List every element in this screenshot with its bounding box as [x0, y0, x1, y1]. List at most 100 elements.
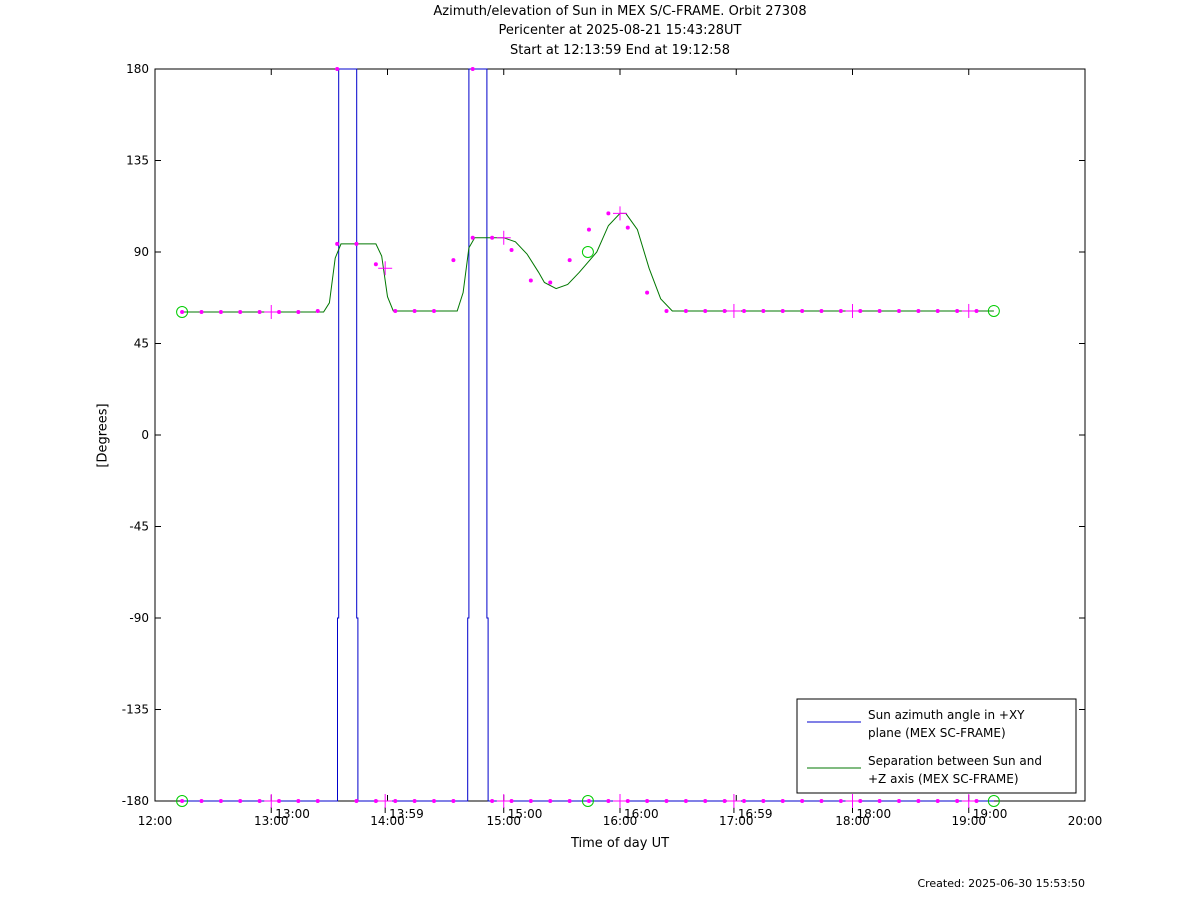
secondary-tick-label: 19:00 [973, 807, 1008, 821]
data-point-marker [722, 308, 727, 313]
data-point-marker [703, 308, 708, 313]
data-point-marker [877, 308, 882, 313]
circle-marker [987, 795, 1000, 807]
y-axis-label: [Degrees] [95, 403, 111, 468]
circle-marker [581, 795, 594, 807]
data-point-marker [645, 799, 650, 803]
secondary-tick-label: 18:00 [857, 807, 892, 821]
data-point-marker [742, 799, 747, 803]
legend-label: plane (MEX SC-FRAME) [868, 726, 1006, 740]
legend-box [796, 698, 1077, 794]
created-timestamp: Created: 2025-06-30 15:53:50 [917, 877, 1085, 890]
data-point-marker [490, 235, 495, 240]
data-point-marker [606, 799, 611, 803]
data-point-marker [373, 262, 378, 267]
data-point-marker [935, 799, 940, 803]
data-point-marker [218, 799, 223, 803]
data-point-marker [838, 308, 843, 313]
data-point-marker [354, 241, 359, 246]
data-point-marker [567, 799, 572, 803]
data-point-marker [432, 799, 436, 803]
data-point-marker [683, 799, 688, 803]
data-point-marker [761, 308, 766, 313]
secondary-tick-label: 13:59 [389, 807, 424, 821]
data-point-marker [528, 278, 533, 283]
data-point-marker [897, 799, 901, 803]
y-tick-label: 90 [134, 245, 149, 259]
data-point-marker [315, 799, 320, 803]
data-point-marker [974, 799, 979, 803]
secondary-tick-label: 15:00 [508, 807, 543, 821]
data-point-marker [974, 308, 979, 313]
y-tick-label: 45 [134, 337, 149, 351]
data-point-marker [393, 799, 398, 803]
x-tick-label: 13:00 [254, 814, 289, 828]
data-point-marker [838, 799, 843, 803]
circle-marker [987, 304, 1000, 317]
data-point-marker [509, 247, 514, 252]
data-point-marker [218, 309, 223, 314]
data-point-marker [528, 799, 533, 803]
x-tick-label: 18:00 [835, 814, 870, 828]
data-point-marker [412, 799, 417, 803]
data-point-marker [373, 799, 378, 803]
legend-label: +Z axis (MEX SC-FRAME) [868, 772, 1019, 786]
x-tick-label: 20:00 [1068, 814, 1103, 828]
circle-marker [581, 246, 594, 258]
data-point-marker [335, 67, 340, 71]
data-point-marker [955, 308, 960, 313]
data-point-marker [916, 308, 921, 313]
data-point-marker [780, 308, 785, 313]
data-point-marker [761, 799, 766, 803]
legend-label: Sun azimuth angle in +XY [868, 708, 1025, 722]
y-tick-label: -135 [122, 703, 149, 717]
data-point-marker [645, 290, 650, 295]
chart-title-line-3: Start at 12:13:59 End at 19:12:58 [509, 43, 731, 58]
y-tick-label: -90 [129, 611, 149, 625]
data-point-marker [199, 799, 204, 803]
data-point-marker [180, 309, 185, 314]
x-tick-label: 12:00 [138, 814, 173, 828]
data-point-marker [567, 258, 572, 263]
data-point-marker [412, 308, 417, 313]
data-point-marker [664, 308, 669, 313]
data-point-marker [257, 799, 262, 803]
x-tick-label: 15:00 [486, 814, 521, 828]
data-point-marker [470, 67, 475, 71]
data-point-marker [606, 211, 611, 216]
azimuth-series-line [182, 68, 994, 802]
chart-title-line-2: Pericenter at 2025-08-21 15:43:28UT [498, 23, 742, 38]
x-tick-label: 16:00 [603, 814, 638, 828]
plot-frame [154, 68, 1086, 802]
data-point-marker [722, 799, 727, 803]
data-point-marker [509, 799, 514, 803]
secondary-tick-label: 16:00 [624, 807, 659, 821]
data-point-marker [858, 799, 863, 803]
data-point-marker [897, 308, 901, 313]
x-tick-label: 14:00 [370, 814, 405, 828]
secondary-tick-label: 13:00 [275, 807, 310, 821]
data-point-marker [296, 309, 301, 314]
legend-label: Separation between Sun and [868, 754, 1042, 768]
data-point-marker [800, 308, 805, 313]
circle-marker [176, 305, 189, 318]
x-axis-label: Time of day UT [570, 836, 670, 851]
y-tick-label: 0 [141, 428, 149, 442]
x-tick-label: 19:00 [951, 814, 986, 828]
data-point-marker [800, 799, 805, 803]
data-point-marker [470, 235, 475, 240]
data-point-marker [335, 241, 340, 246]
data-point-marker [199, 309, 204, 314]
data-point-marker [625, 225, 630, 230]
data-point-marker [916, 799, 921, 803]
data-point-marker [315, 308, 320, 313]
data-point-marker [238, 309, 243, 314]
chart-title-line-1: Azimuth/elevation of Sun in MEX S/C-FRAM… [433, 4, 807, 19]
y-tick-label: -45 [129, 520, 149, 534]
x-tick-label: 17:00 [719, 814, 754, 828]
data-point-marker [548, 799, 553, 803]
data-point-marker [625, 799, 630, 803]
data-point-marker [703, 799, 708, 803]
data-point-marker [257, 309, 262, 314]
